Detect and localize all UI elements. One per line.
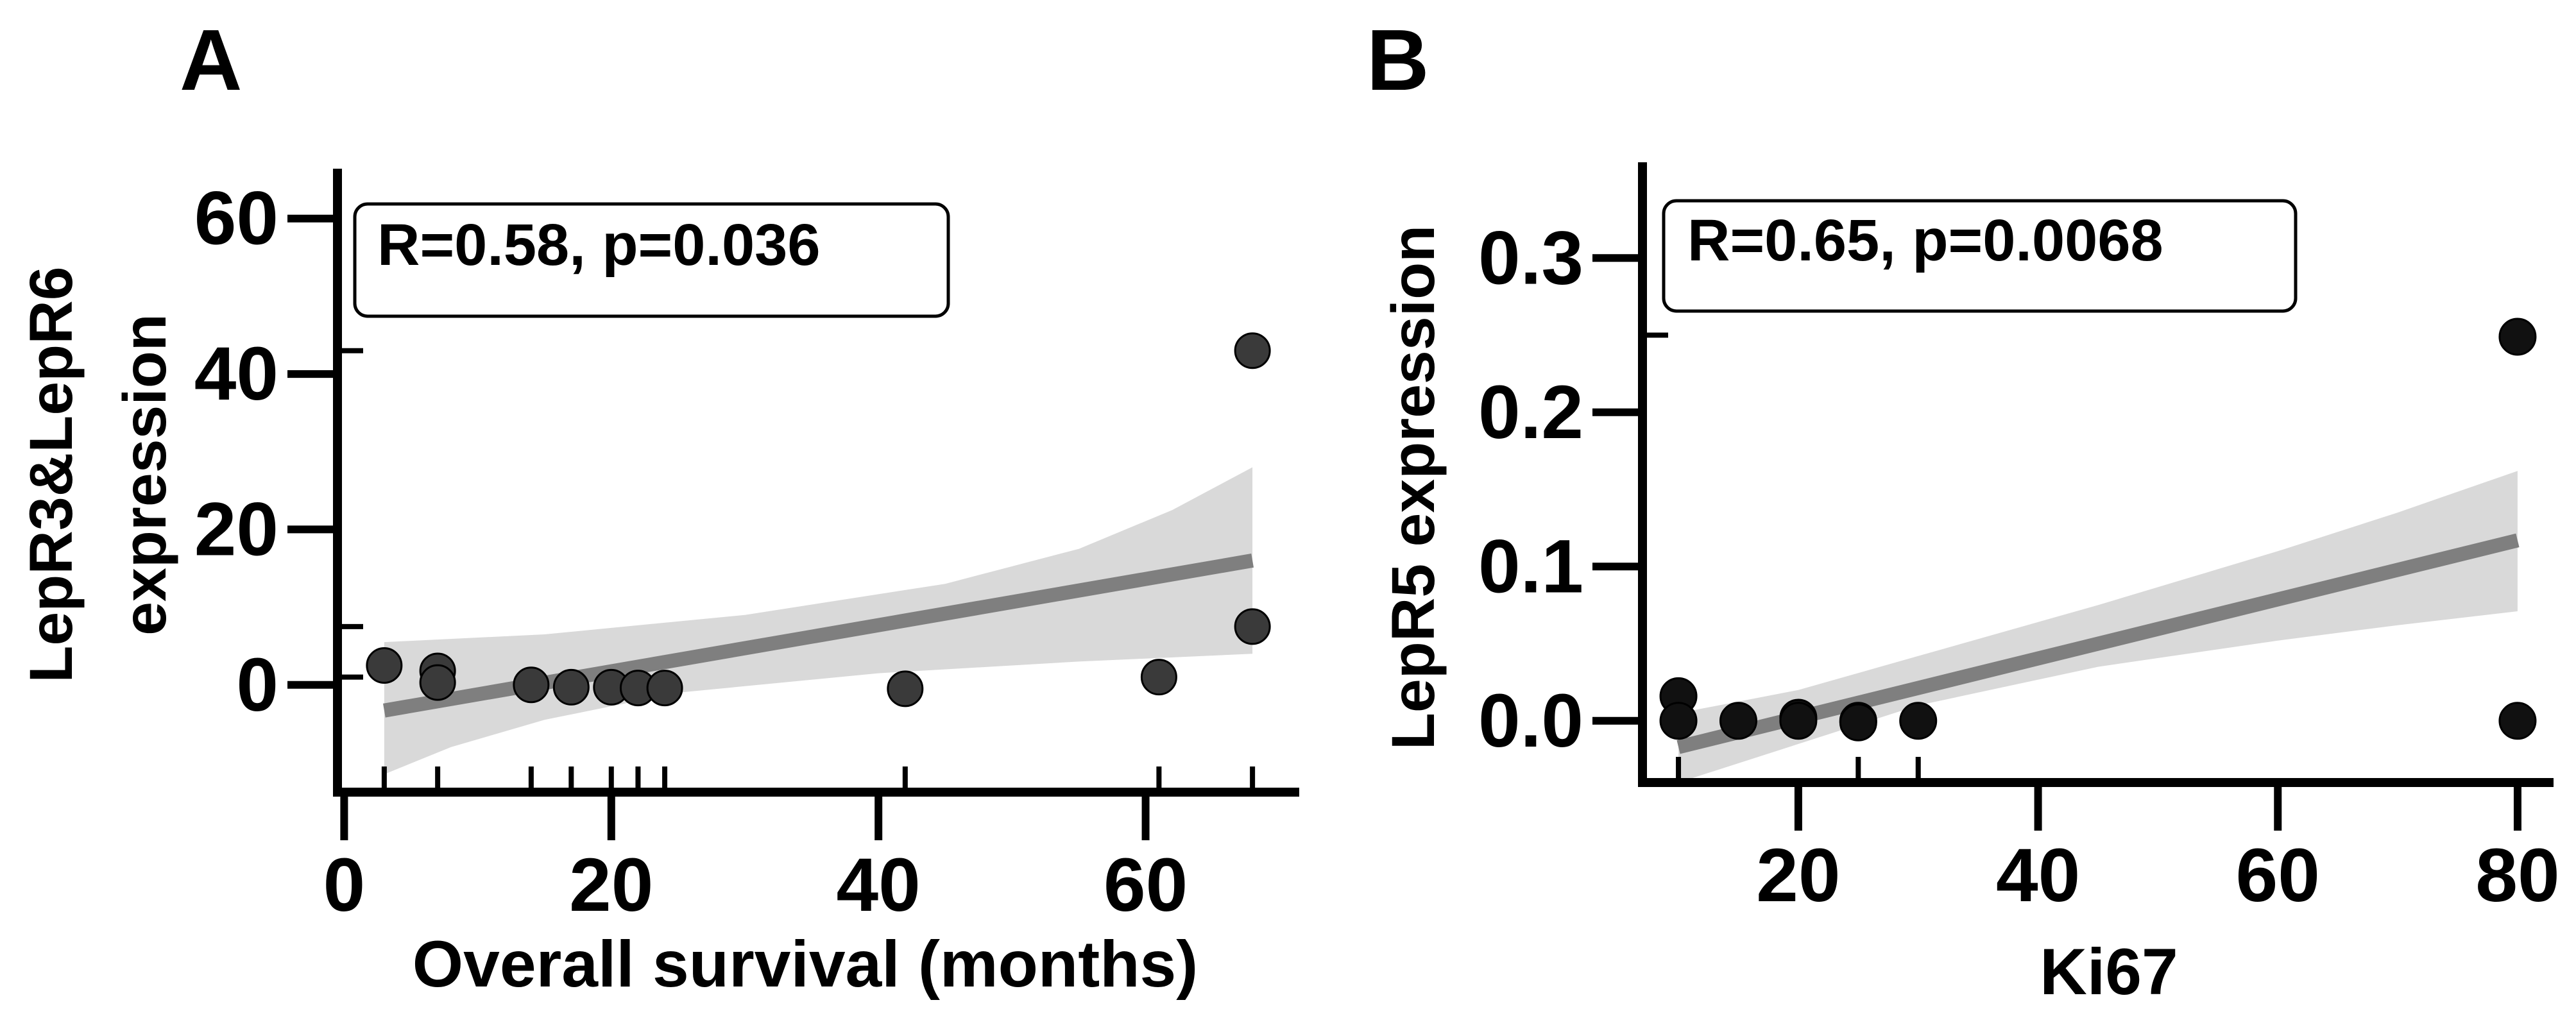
panel-b-data-point-8 xyxy=(1899,702,1938,740)
panel-b-y-tick-label-1: 0.0 xyxy=(1478,679,1583,763)
panel-a-annotation-box xyxy=(353,202,950,318)
panel-b-x-tick-label-2: 40 xyxy=(1996,833,2080,918)
panel-b-x-axis-title: Ki67 xyxy=(2040,935,2178,1008)
panel-b-data-point-2 xyxy=(1659,702,1698,740)
panel-b-x-tick-label-1: 20 xyxy=(1756,833,1840,918)
panel-b-label: B xyxy=(1367,12,1429,108)
panel-b-annotation-box xyxy=(1662,199,2298,313)
panel-b-x-axis: 20 40 60 80 xyxy=(1638,757,2560,918)
panel-a-label: A xyxy=(180,12,243,108)
panel-a-x-tick-label-3: 40 xyxy=(837,843,921,927)
panel-a-x-axis-title: Overall survival (months) xyxy=(413,927,1198,1001)
panel-b-fit-line xyxy=(1676,533,2520,754)
panel-b-data-point-9 xyxy=(2498,318,2537,356)
panel-b-y-tick-label-2: 0.1 xyxy=(1478,524,1583,609)
panel-a-data-point-5 xyxy=(552,668,590,706)
panel-a-y-axis: 0 20 40 60 xyxy=(194,169,363,795)
panel-a: A 0 20 40 60 0 20 40 60 R=0.58, p=0.036 Overal… xyxy=(17,12,1299,1001)
panel-b-y-tick-label-4: 0.3 xyxy=(1478,216,1583,300)
panel-a-data-point-1 xyxy=(366,647,403,684)
panel-b: B 0.0 0.1 0.2 0.3 20 40 60 80 R=0.65, p=0.0068… xyxy=(1367,12,2560,1008)
panel-b-data-point-5 xyxy=(1779,702,1818,740)
panel-a-y-tick-label-3: 40 xyxy=(194,332,278,416)
panel-a-data-point-11 xyxy=(1234,332,1271,369)
panel-b-data-point-10 xyxy=(2498,702,2537,740)
panel-a-y-axis-title-line-2: expression xyxy=(111,314,179,636)
panel-a-x-tick-label-1: 0 xyxy=(323,843,366,927)
panel-b-data-point-3 xyxy=(1719,702,1757,740)
panel-a-confidence-band xyxy=(384,467,1253,775)
panel-b-points xyxy=(1659,318,2537,741)
panel-a-data-point-3 xyxy=(419,664,456,701)
panel-a-points xyxy=(366,332,1271,707)
panel-a-y-tick-label-2: 20 xyxy=(194,487,278,572)
panel-b-data-point-7 xyxy=(1839,703,1877,741)
panel-a-data-point-8 xyxy=(646,670,683,707)
panel-a-y-axis-title-line-1: LepR3&LepR6 xyxy=(17,266,85,682)
panel-b-y-axis: 0.0 0.1 0.2 0.3 xyxy=(1478,162,1668,785)
panel-a-data-point-9 xyxy=(887,670,924,707)
panel-a-x-tick-label-4: 60 xyxy=(1104,843,1188,927)
panel-a-y-tick-label-1: 0 xyxy=(236,643,278,727)
panel-a-y-tick-label-4: 60 xyxy=(194,176,278,261)
panel-b-y-axis-title: LepR5 expression xyxy=(1379,225,1447,750)
panel-b-annotation-text: R=0.65, p=0.0068 xyxy=(1687,208,2163,273)
panel-a-annotation-text: R=0.58, p=0.036 xyxy=(377,212,821,278)
panel-b-x-tick-label-4: 80 xyxy=(2475,833,2559,918)
panel-a-x-tick-label-2: 20 xyxy=(569,843,653,927)
panel-b-y-tick-label-3: 0.2 xyxy=(1478,370,1583,455)
panel-a-data-point-10 xyxy=(1140,659,1177,696)
panel-a-data-point-12 xyxy=(1234,608,1271,645)
panel-a-x-axis: 0 20 40 60 xyxy=(323,766,1299,927)
panel-b-confidence-band xyxy=(1678,471,2518,783)
panel-a-data-point-4 xyxy=(513,666,550,704)
panel-b-x-tick-label-3: 60 xyxy=(2236,833,2320,918)
